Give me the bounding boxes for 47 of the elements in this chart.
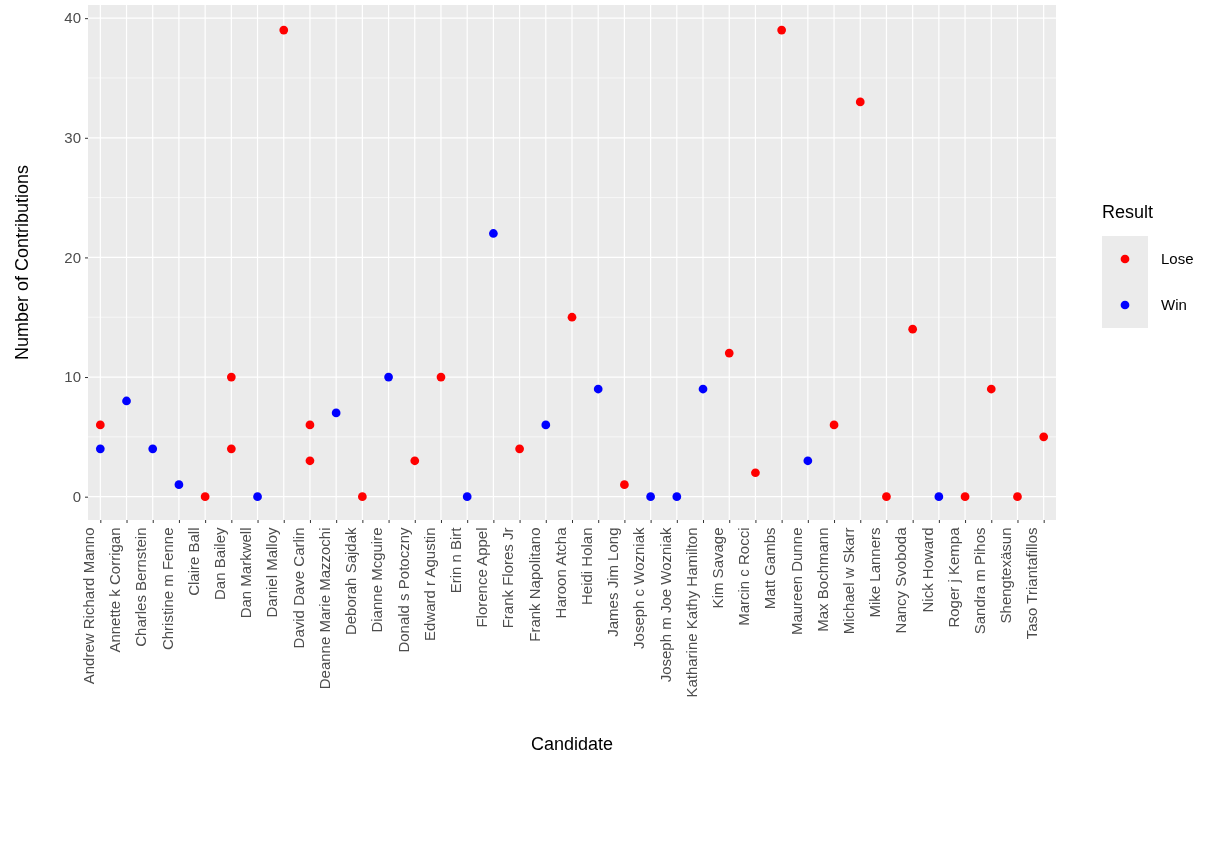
x-tick-label: Donald s Potoczny: [394, 527, 412, 653]
y-tick-label: 10: [64, 368, 81, 386]
x-tick-label: Claire Ball: [184, 527, 202, 596]
x-tick-label: Joseph c Wozniak: [630, 527, 648, 649]
x-tick-label: Frank Napolitano: [525, 527, 543, 642]
x-tick-label: Charles Bernstein: [132, 527, 150, 647]
x-tick-label: Sandra m Pihos: [971, 527, 989, 635]
x-tick-label: Deanne Marie Mazzochi: [315, 527, 333, 690]
x-tick-label: Marcin c Rocci: [735, 527, 753, 626]
x-tick-label: Andrew Richard Manno: [80, 527, 98, 685]
x-tick-label: Heidi Holan: [577, 527, 595, 606]
x-tick-label: Deborah Sajdak: [342, 527, 360, 636]
legend-label: Win: [1161, 296, 1187, 313]
x-tick-label: David Dave Carlin: [289, 527, 307, 649]
x-tick-label: Kim Savage: [708, 527, 726, 609]
x-tick-label: Nick Howard: [918, 527, 936, 613]
x-tick-label: James Jim Long: [604, 527, 622, 637]
x-tick-label: Roger j Kempa: [944, 526, 962, 628]
x-tick-label: Florence Appel: [473, 527, 491, 628]
x-tick-label: Dan Markwell: [237, 527, 255, 619]
y-tick-label: 30: [64, 129, 81, 147]
x-tick-label: Dianne Mcguire: [368, 527, 386, 633]
x-tick-label: Frank Flores Jr: [499, 527, 517, 629]
x-tick-label: Daniel Malloy: [263, 527, 281, 618]
x-tick-label: Shengtexäsun: [997, 527, 1015, 624]
x-tick-label: Mike Lanners: [866, 527, 884, 618]
x-tick-label: Christine m Fenne: [158, 527, 176, 651]
legend-title: Result: [1102, 202, 1154, 222]
x-tick-label: Annette k Corrigan: [106, 527, 124, 653]
x-tick-label: Edward r Agustin: [420, 527, 438, 641]
y-axis-title: Number of Contributions: [12, 164, 32, 361]
x-tick-label: Taso Triantafillos: [1023, 527, 1041, 640]
x-tick-label: Matt Gambs: [761, 527, 779, 610]
x-tick-label: Joseph m Joe Wozniak: [656, 527, 674, 683]
x-tick-label: Maureen Dunne: [787, 527, 805, 636]
x-axis-title: Candidate: [530, 734, 614, 754]
x-tick-label: Katharine Kathy Hamilton: [682, 527, 700, 698]
x-tick-label: Erin n Birt: [446, 526, 464, 594]
x-tick-label: Max Bochmann: [813, 527, 831, 632]
y-tick-label: 40: [64, 9, 81, 27]
x-tick-label: Michael w Skarr: [840, 527, 857, 635]
y-tick-label: 20: [64, 248, 81, 266]
legend-label: Lose: [1161, 250, 1194, 267]
x-tick-label: Nancy Svoboda: [892, 526, 910, 634]
y-tick-label: 0: [72, 487, 81, 505]
x-tick-label: Haroon Atcha: [551, 526, 569, 619]
x-tick-label: Dan Bailey: [211, 527, 229, 601]
